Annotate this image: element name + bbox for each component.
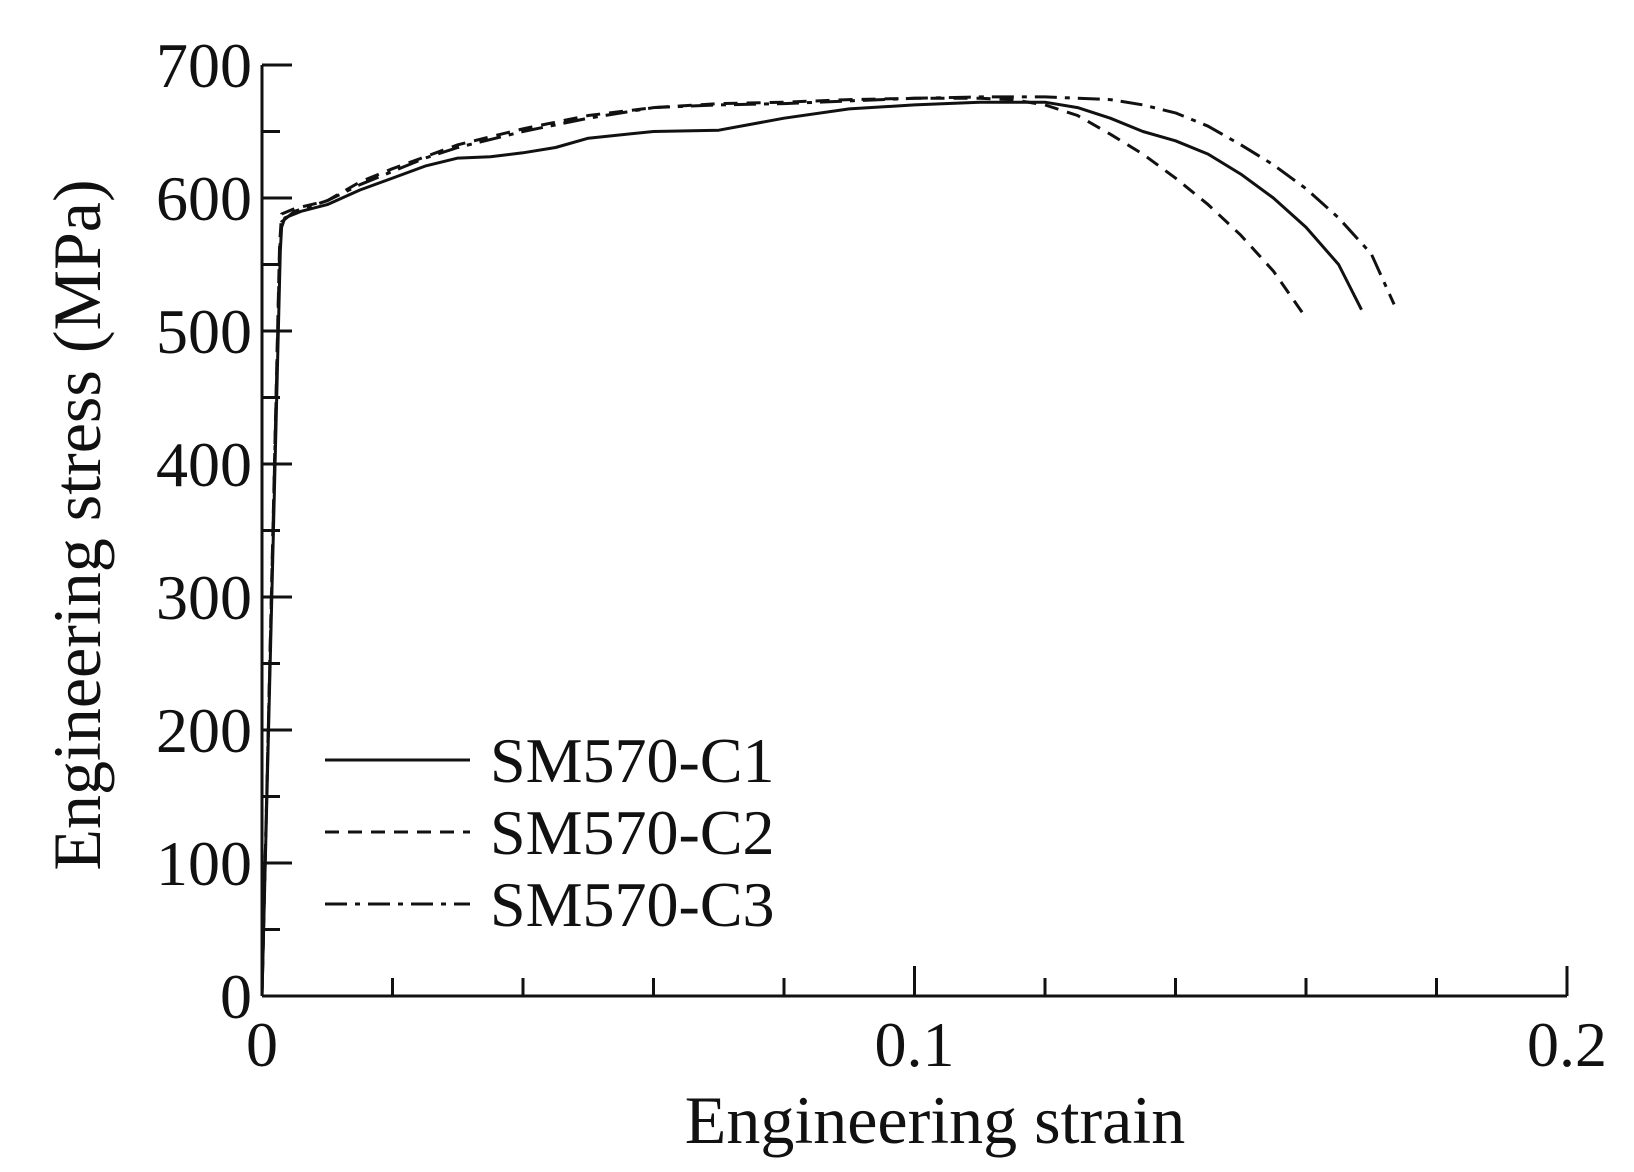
series-line-sm570-c1 [260,100,1363,997]
y-tick-label: 600 [156,163,252,234]
y-axis-title: Engineering stress (MPa) [39,179,115,870]
legend-label: SM570-C2 [490,797,775,868]
y-tick-label: 400 [156,429,252,500]
x-tick-label: 0.1 [875,1009,955,1080]
y-tick-label: 100 [156,828,252,899]
x-tick-label: 0.2 [1527,1009,1607,1080]
series-line-sm570-c2 [260,96,1306,997]
y-tick-label: 300 [156,562,252,633]
series-lines [260,95,1396,997]
y-tick-label: 200 [156,695,252,766]
x-tick-label: 0 [246,1009,278,1080]
series-line-sm570-c3 [260,95,1396,997]
y-tick-label: 0 [220,961,252,1032]
x-axis-title: Engineering strain [685,1082,1185,1158]
y-tick-label: 700 [156,30,252,101]
legend-label: SM570-C3 [490,869,775,940]
y-tick-label: 500 [156,296,252,367]
legend-label: SM570-C1 [490,725,775,796]
axes: 0 0.1 0.2 0 100 200 300 400 500 600 700 [156,30,1607,1080]
